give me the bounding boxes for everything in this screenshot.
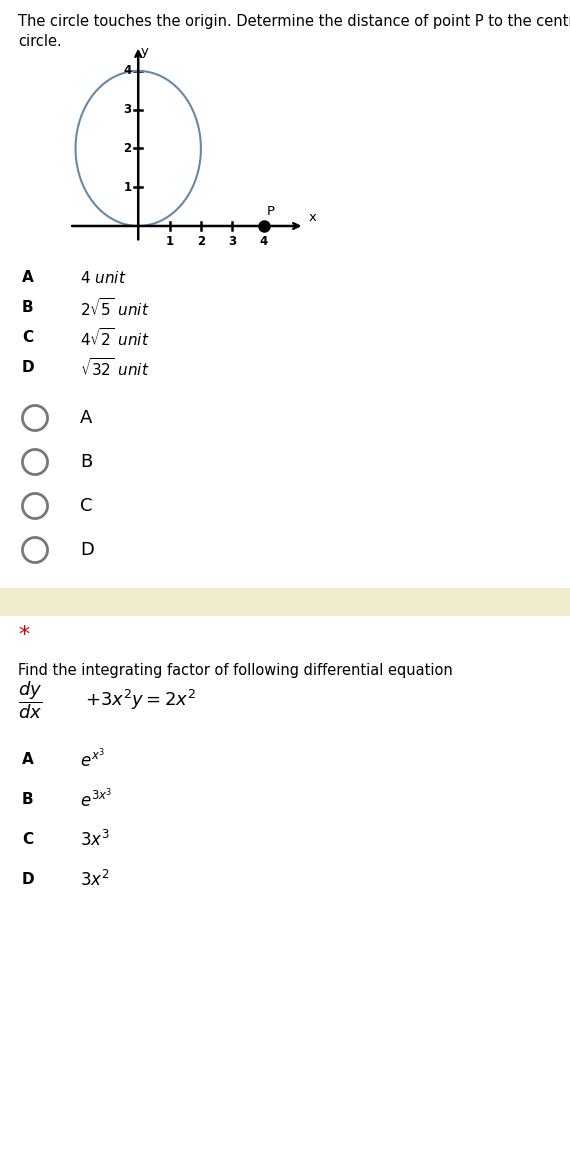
Text: B: B: [22, 301, 34, 316]
Text: C: C: [22, 331, 33, 345]
Text: *: *: [18, 625, 29, 645]
Text: 3: 3: [228, 235, 237, 248]
Bar: [0, 588, 570, 616]
Text: D: D: [22, 360, 35, 376]
Text: $\sqrt{32}\ \mathit{unit}$: $\sqrt{32}\ \mathit{unit}$: [80, 357, 149, 379]
Text: Find the integrating factor of following differential equation: Find the integrating factor of following…: [18, 662, 453, 677]
Text: $\dfrac{dy}{dx}$: $\dfrac{dy}{dx}$: [18, 680, 42, 721]
Text: $4\ \mathit{unit}$: $4\ \mathit{unit}$: [80, 270, 127, 286]
Text: $4\sqrt{2}\ \mathit{unit}$: $4\sqrt{2}\ \mathit{unit}$: [80, 328, 149, 349]
Text: 2: 2: [123, 142, 131, 155]
Text: P: P: [267, 205, 275, 218]
Text: A: A: [22, 753, 34, 768]
Text: y: y: [141, 45, 149, 58]
Text: 1: 1: [123, 181, 131, 194]
Text: $e^{3x^3}$: $e^{3x^3}$: [80, 788, 112, 811]
Text: D: D: [80, 541, 94, 559]
Text: C: C: [80, 497, 92, 515]
Text: 3: 3: [123, 103, 131, 116]
Text: A: A: [80, 409, 92, 427]
Text: $2\sqrt{5}\ \mathit{unit}$: $2\sqrt{5}\ \mathit{unit}$: [80, 297, 149, 319]
Text: 4: 4: [123, 65, 131, 77]
Text: 2: 2: [197, 235, 205, 248]
Text: B: B: [22, 792, 34, 808]
Text: circle.: circle.: [18, 34, 62, 49]
Text: $e^{x^3}$: $e^{x^3}$: [80, 748, 105, 771]
Text: $3x^2$: $3x^2$: [80, 870, 109, 890]
Text: $+3x^2y=2x^2$: $+3x^2y=2x^2$: [85, 688, 196, 713]
Text: C: C: [22, 832, 33, 848]
Text: x: x: [309, 211, 317, 224]
Text: B: B: [80, 453, 92, 471]
Text: 1: 1: [165, 235, 174, 248]
Text: $3x^3$: $3x^3$: [80, 830, 109, 850]
Text: A: A: [22, 270, 34, 285]
Text: The circle touches the origin. Determine the distance of point P to the centre o: The circle touches the origin. Determine…: [18, 14, 570, 29]
Text: 4: 4: [259, 235, 268, 248]
Text: D: D: [22, 872, 35, 888]
